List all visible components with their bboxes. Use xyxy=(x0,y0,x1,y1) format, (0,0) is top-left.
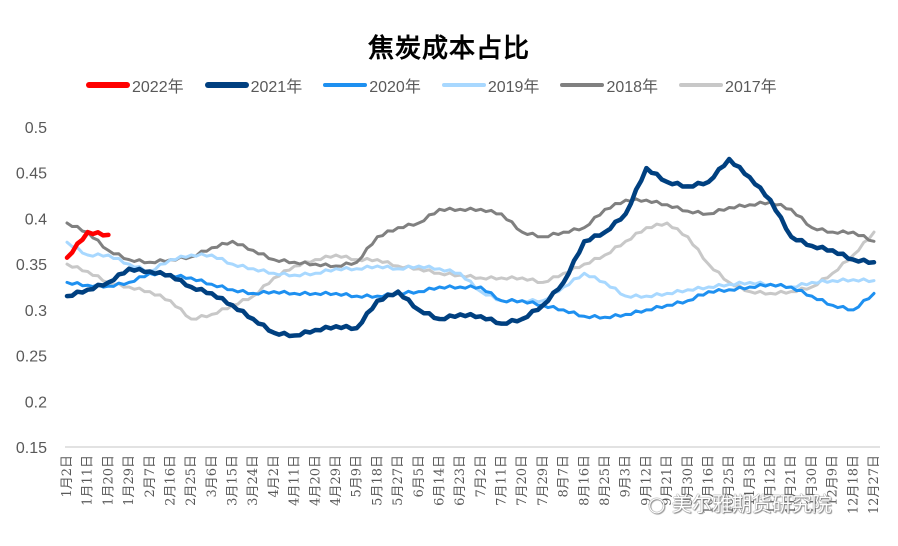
y-axis: 0.5 0.45 0.4 0.35 0.3 0.25 0.2 0.15 xyxy=(16,120,47,457)
legend-label-2020: 2020年 xyxy=(369,79,421,96)
watermark: ○ 美尔雅期货研究院 xyxy=(648,488,832,517)
x-tick-label: 3月15日 xyxy=(226,455,241,506)
x-tick-label: 7月2日 xyxy=(474,455,489,498)
x-tick-label: 10月16日 xyxy=(701,455,716,514)
legend-item-2019[interactable]: 2019年 xyxy=(441,73,540,97)
y-tick-label: 0.25 xyxy=(16,349,47,366)
series-line-2017[interactable] xyxy=(65,221,876,321)
series-line-2022[interactable] xyxy=(64,229,111,260)
y-tick-label: 0.15 xyxy=(16,440,47,457)
x-tick-label: 9月12日 xyxy=(639,455,654,506)
x-tick-label: 8月7日 xyxy=(557,455,572,498)
x-axis: 1月2日 1月11日 1月20日 1月29日 2月7日 2月16日 2月25日 3月6日 3月1… xyxy=(60,455,882,514)
x-tick-label: 11月21日 xyxy=(784,455,799,514)
x-tick-label: 10月25日 xyxy=(722,455,737,514)
x-tick-label: 3月24日 xyxy=(246,455,261,506)
x-tick-label: 7月20日 xyxy=(515,455,530,506)
x-tick-label: 12月9日 xyxy=(826,455,841,506)
legend-swatch-2022 xyxy=(86,82,130,88)
x-tick-label: 4月29日 xyxy=(329,455,344,506)
x-tick-label: 6月5日 xyxy=(412,455,427,498)
legend-label-2018: 2018年 xyxy=(606,79,659,96)
y-tick-label: 0.4 xyxy=(25,211,47,228)
wechat-icon: ○ xyxy=(648,492,666,516)
legend-item-2018[interactable]: 2018年 xyxy=(560,73,658,97)
legend-item-2017[interactable]: 2017年 xyxy=(679,73,777,97)
legend-swatch-2021 xyxy=(204,82,249,88)
watermark-text: 美尔雅期货研究院 xyxy=(671,492,832,516)
x-tick-label: 6月14日 xyxy=(432,455,447,506)
x-tick-label: 3月6日 xyxy=(205,455,220,498)
chart-legend: 2022年 2021年 2020年 2019年 2018年 2017年 xyxy=(86,74,798,96)
x-tick-label: 5月27日 xyxy=(391,455,406,506)
x-tick-label: 7月11日 xyxy=(495,455,510,506)
legend-swatch-2017 xyxy=(679,83,724,87)
x-tick-label: 8月16日 xyxy=(577,455,592,506)
legend-label-2017: 2017年 xyxy=(725,79,777,96)
x-tick-label: 9月3日 xyxy=(619,455,634,498)
x-tick-label: 1月11日 xyxy=(81,455,96,506)
y-tick-label: 0.45 xyxy=(16,166,47,183)
x-tick-label: 5月9日 xyxy=(350,455,365,498)
x-tick-label: 4月20日 xyxy=(308,455,323,506)
legend-swatch-2020 xyxy=(323,83,368,87)
x-tick-label: 11月3日 xyxy=(743,455,758,506)
x-tick-label: 5月18日 xyxy=(370,455,385,506)
x-tick-label: 1月2日 xyxy=(60,455,75,498)
chart-title: 焦炭成本占比 xyxy=(367,34,530,64)
x-tick-label: 11月30日 xyxy=(805,455,820,514)
x-tick-label: 9月30日 xyxy=(681,455,696,506)
x-tick-label: 11月12日 xyxy=(764,455,779,514)
x-tick-label: 1月20日 xyxy=(101,455,116,506)
x-tick-label: 4月11日 xyxy=(288,455,303,506)
legend-label-2021: 2021年 xyxy=(250,79,303,96)
x-tick-label: 9月21日 xyxy=(660,455,675,506)
series-line-2021[interactable] xyxy=(64,156,877,339)
legend-item-2022[interactable]: 2022年 xyxy=(86,73,184,97)
x-tick-label: 2月16日 xyxy=(163,455,178,506)
series-line-2019[interactable] xyxy=(65,240,876,304)
series-line-2020[interactable] xyxy=(65,271,876,320)
legend-item-2021[interactable]: 2021年 xyxy=(204,73,303,97)
x-tick-label: 2月7日 xyxy=(143,455,158,498)
x-tick-label: 12月27日 xyxy=(867,455,882,514)
x-tick-label: 6月23日 xyxy=(453,455,468,506)
series-layer xyxy=(64,156,877,339)
legend-item-2020[interactable]: 2020年 xyxy=(323,73,421,97)
legend-swatch-2018 xyxy=(560,83,605,87)
x-tick-label: 8月25日 xyxy=(598,455,613,506)
y-tick-label: 0.35 xyxy=(16,257,47,274)
legend-label-2019: 2019年 xyxy=(487,79,540,96)
legend-swatch-2019 xyxy=(441,83,486,87)
legend-label-2022: 2022年 xyxy=(132,79,184,96)
x-tick-label: 4月2日 xyxy=(267,455,282,498)
x-tick-label: 12月18日 xyxy=(846,455,861,514)
y-tick-label: 0.5 xyxy=(25,120,47,137)
series-line-2018[interactable] xyxy=(65,197,876,269)
x-tick-label: 7月29日 xyxy=(536,455,551,506)
y-tick-label: 0.3 xyxy=(25,303,47,320)
x-tick-label: 2月25日 xyxy=(184,455,199,506)
y-tick-label: 0.2 xyxy=(25,394,47,411)
x-tick-label: 1月29日 xyxy=(122,455,137,506)
